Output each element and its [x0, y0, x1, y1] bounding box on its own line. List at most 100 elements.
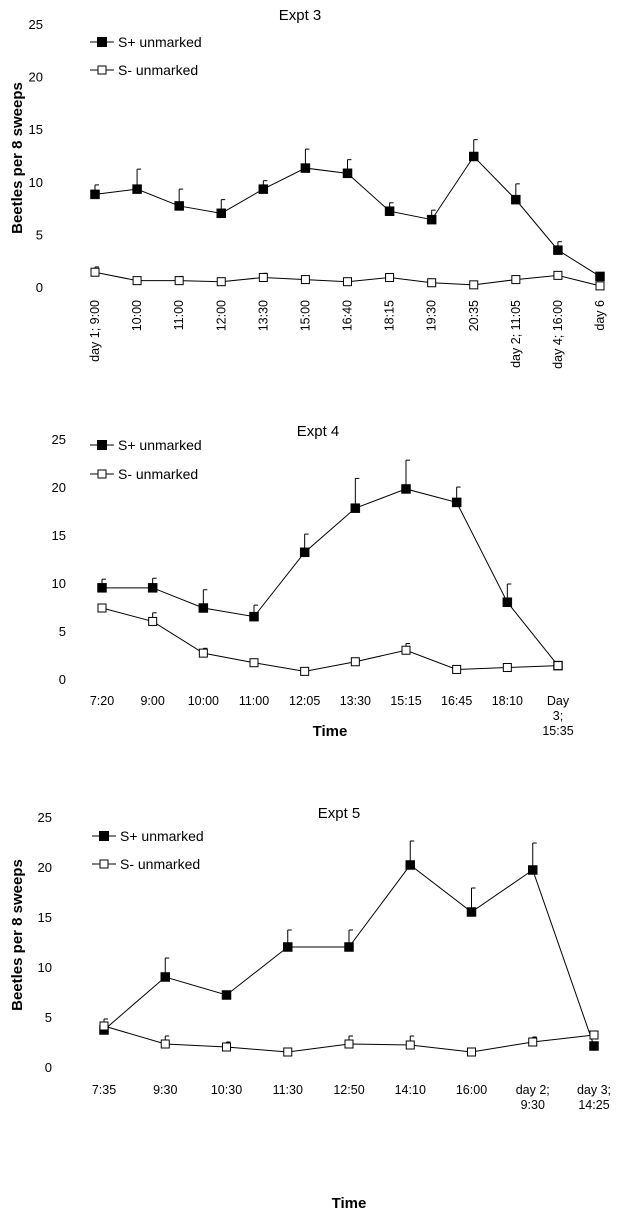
data-point [249, 611, 259, 622]
series-s-plus [90, 139, 605, 282]
legend: S+ unmarked S- unmarked [92, 828, 204, 872]
data-point [502, 663, 512, 673]
y-tick-label: 0 [45, 1060, 52, 1075]
data-point [258, 184, 269, 194]
y-tick-label: 5 [36, 227, 43, 242]
data-point [511, 194, 521, 205]
x-tick-label-line: 9:00 [140, 694, 164, 708]
y-tick-label: 0 [59, 672, 66, 687]
x-tick-label: 20:35 [467, 300, 481, 331]
data-point [160, 972, 170, 982]
legend-marker [97, 440, 107, 450]
x-tick-label-line: 7:35 [92, 1083, 116, 1097]
data-point [342, 168, 353, 179]
y-tick-label: 10 [52, 576, 66, 591]
x-tick-label: 12:50 [333, 1083, 364, 1097]
x-tick-label: 10:30 [211, 1083, 242, 1097]
data-point [553, 661, 563, 671]
x-tick-label: day 2; 9:30 [516, 1083, 550, 1112]
series-s-plus [99, 840, 599, 1051]
data-point [222, 1042, 231, 1052]
y-axis-label: Beetles per 8 sweeps [9, 859, 26, 1011]
data-point [467, 1047, 476, 1057]
data-point [528, 1037, 538, 1047]
x-tick-label-line: 9:30 [521, 1098, 545, 1112]
x-tick-label: 9:30 [153, 1083, 177, 1097]
legend-label: S- unmarked [118, 62, 198, 78]
x-tick-label-line: 18:10 [492, 694, 523, 708]
x-tick-label: 11:00 [172, 300, 186, 330]
y-tick-label: 20 [29, 70, 43, 85]
data-point [216, 277, 226, 287]
x-tick-label-line: 15:35 [542, 724, 573, 738]
y-tick-label: 20 [38, 860, 52, 875]
x-tick-label: 16:00 [456, 1083, 487, 1097]
chart-expt-3: Expt 3 0 5 10 15 20 25 Beetles per 8 sweeps day … [9, 7, 607, 369]
data-point [132, 276, 142, 286]
data-point [174, 276, 184, 286]
x-tick-label: 14:10 [395, 1083, 426, 1097]
y-tick-label: 5 [45, 1010, 52, 1025]
x-tick-label-line: day 3; [577, 1083, 611, 1097]
x-tick-label-line: 12:05 [289, 694, 320, 708]
x-tick-label-line: 12:50 [333, 1083, 364, 1097]
data-point [132, 184, 142, 194]
chart-title: Expt 5 [318, 805, 361, 822]
data-point [299, 547, 310, 558]
x-tick-label: 7:35 [92, 1083, 116, 1097]
y-tick-label: 15 [29, 122, 43, 137]
x-tick-label: 9:00 [140, 694, 164, 708]
data-point [502, 597, 513, 607]
x-tick-label-line: 7:20 [90, 694, 114, 708]
data-point [198, 603, 209, 613]
x-axis-label: Time [332, 1195, 367, 1212]
legend-label: S+ unmarked [120, 828, 204, 844]
legend-label: S+ unmarked [118, 34, 202, 50]
x-tick-label: Day 3; 15:35 [542, 694, 573, 738]
y-tick-label: 0 [36, 280, 43, 295]
data-point [426, 214, 437, 225]
x-tick-label-line: day 2; [516, 1083, 550, 1097]
x-tick-label-line: 10:00 [188, 694, 219, 708]
x-tick-label: day 6 [593, 300, 607, 331]
data-point [451, 497, 462, 508]
x-tick-label-line: 14:25 [578, 1098, 609, 1112]
x-tick-label-line: 15:15 [390, 694, 421, 708]
y-tick-label: 20 [52, 480, 66, 495]
data-point [466, 907, 477, 917]
data-point [198, 648, 208, 658]
series-s-minus [97, 603, 563, 676]
x-tick-label-line: 14:10 [395, 1083, 426, 1097]
x-tick-label-line: 10:30 [211, 1083, 242, 1097]
chart-expt-5: Expt 5 0 5 10 15 20 25 Beetles per 8 sweeps 7:35… [9, 805, 611, 1212]
x-axis-label: Time [313, 723, 348, 740]
x-tick-label-line: 16:00 [456, 1083, 487, 1097]
data-point [249, 658, 259, 668]
y-tick-label: 5 [59, 624, 66, 639]
legend: S+ unmarked S- unmarked [90, 437, 202, 482]
data-point [405, 1040, 415, 1050]
x-tick-label: 13:30 [340, 694, 371, 708]
series-s-plus [97, 459, 563, 671]
x-tick-label: 15:00 [298, 300, 312, 331]
data-point [595, 271, 605, 282]
data-point [147, 583, 158, 593]
x-tick-label: 16:40 [341, 300, 355, 331]
x-tick-label: 19:30 [425, 300, 439, 331]
data-point [350, 503, 361, 513]
series-s-minus [90, 266, 605, 291]
legend: S+ unmarked S- unmarked [90, 34, 202, 78]
data-point [283, 942, 293, 952]
data-point [300, 666, 310, 676]
legend-marker [97, 65, 107, 75]
data-point [595, 281, 605, 291]
x-tick-label: 16:45 [441, 694, 472, 708]
data-point [511, 275, 521, 285]
data-point [90, 189, 100, 200]
x-tick-label-line: 3; [553, 709, 563, 723]
x-tick-label: day 1; 9:00 [88, 300, 102, 362]
x-tick-label: 11:30 [273, 1083, 303, 1097]
y-tick-label: 10 [38, 960, 52, 975]
legend-marker [99, 859, 109, 869]
